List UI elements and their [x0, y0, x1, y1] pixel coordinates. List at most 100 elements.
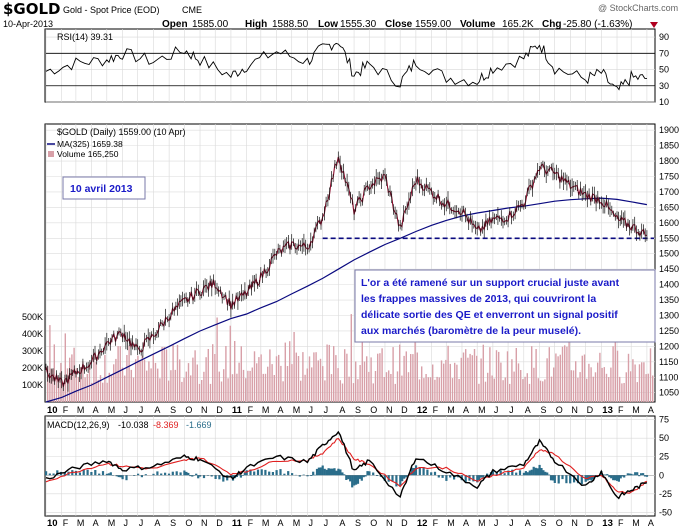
- macd-histogram-bar: [619, 475, 622, 479]
- macd-histogram-bar: [140, 475, 143, 478]
- volume-bar: [280, 365, 282, 402]
- macd-histogram-bar: [353, 475, 356, 486]
- macd-histogram-bar: [534, 467, 537, 476]
- month-tick-label: N: [386, 405, 393, 415]
- volume-bar: [555, 353, 557, 402]
- macd-histogram-bar: [426, 469, 429, 476]
- volume-bar: [293, 332, 295, 402]
- macd-tick-label: -50: [659, 507, 672, 517]
- month-tick-label: A: [278, 518, 284, 528]
- volume-bar: [344, 349, 346, 402]
- macd-histogram-bar: [268, 471, 271, 476]
- volume-bar: [546, 358, 548, 402]
- macd-histogram-bar: [283, 473, 286, 476]
- volume-bar: [579, 372, 581, 402]
- macd-histogram-bar: [368, 471, 371, 476]
- month-tick-label: J: [124, 405, 129, 415]
- volume-bar: [181, 381, 183, 402]
- volume-bar: [163, 347, 165, 402]
- macd-histogram-bar: [121, 475, 124, 480]
- month-tick-label: M: [632, 518, 640, 528]
- macd-histogram-bar: [315, 468, 319, 476]
- volume-bar: [471, 355, 473, 402]
- volume-bar: [399, 344, 401, 402]
- macd-legend-label: MACD(12,26,9): [47, 420, 110, 430]
- volume-bar: [220, 381, 223, 402]
- volume-bar: [249, 370, 251, 402]
- month-tick-label: F: [63, 518, 69, 528]
- volume-bar: [227, 378, 229, 402]
- macd-histogram-bar: [109, 472, 112, 476]
- macd-histogram-bar: [321, 465, 324, 476]
- volume-bar: [278, 354, 280, 402]
- month-tick-label: N: [571, 518, 578, 528]
- volume-bar: [440, 360, 443, 402]
- exchange-label: CME: [182, 5, 202, 15]
- year-tick-label: 10: [47, 518, 58, 529]
- macd-histogram-bar: [197, 475, 200, 479]
- volume-bar: [176, 344, 179, 402]
- month-tick-label: A: [93, 518, 99, 528]
- macd-histogram-bar: [214, 475, 217, 479]
- macd-histogram-bar: [486, 473, 489, 476]
- macd-histogram-bar: [401, 475, 404, 482]
- macd-histogram-bar: [82, 469, 85, 476]
- volume-bar: [236, 373, 238, 402]
- month-tick-label: D: [216, 405, 223, 415]
- volume-bar: [379, 353, 381, 402]
- price-tick-label: 1450: [659, 264, 679, 274]
- month-tick-label: F: [618, 518, 624, 528]
- macd-histogram-bar: [430, 472, 433, 476]
- macd-histogram-bar: [362, 475, 365, 478]
- macd-histogram-bar: [472, 475, 475, 482]
- macd-line: [45, 430, 648, 500]
- volume-tick-label: 200K: [22, 363, 43, 373]
- volume-bar: [401, 375, 403, 402]
- month-tick-label: O: [370, 405, 377, 415]
- macd-legend-macd: -10.038: [118, 420, 149, 430]
- volume-bar: [341, 383, 344, 402]
- month-tick-label: A: [93, 405, 99, 415]
- macd-histogram-bar: [638, 475, 641, 477]
- price-tick-label: 1100: [659, 372, 678, 382]
- macd-histogram-bar: [630, 473, 633, 476]
- price-tick-label: 1250: [659, 326, 679, 336]
- volume-bar: [190, 375, 192, 402]
- macd-histogram-bar: [403, 475, 406, 479]
- macd-histogram-bar: [264, 469, 267, 476]
- price-panel: [44, 123, 656, 403]
- volume-bar: [53, 344, 55, 402]
- signal-line: [45, 437, 648, 494]
- volume-bar: [194, 350, 196, 402]
- price-tick-label: 1350: [659, 295, 679, 305]
- volume-bar: [524, 376, 526, 402]
- volume-bar: [416, 352, 418, 402]
- macd-histogram-bar: [366, 471, 369, 476]
- volume-bar: [328, 344, 330, 402]
- macd-histogram-bar: [302, 474, 305, 476]
- volume-bar: [564, 345, 566, 402]
- volume-bar: [324, 380, 326, 402]
- macd-histogram-bar: [358, 475, 361, 479]
- volume-bar: [115, 358, 117, 402]
- macd-histogram-bar: [243, 472, 246, 476]
- volume-bar: [550, 376, 553, 402]
- volume-bar: [581, 355, 583, 402]
- year-tick-label: 12: [417, 518, 428, 529]
- volume-bar: [62, 383, 64, 402]
- macd-histogram-bar: [590, 475, 593, 481]
- volume-bar: [234, 341, 236, 402]
- volume-bar: [69, 357, 71, 402]
- volume-bar: [207, 349, 209, 402]
- month-tick-label: J: [139, 518, 144, 528]
- macd-histogram-bar: [222, 475, 225, 482]
- chg-value: -25.80 (-1.63%): [563, 19, 632, 30]
- volume-bar: [509, 383, 511, 402]
- volume-bar: [643, 362, 645, 402]
- macd-histogram-bar: [306, 475, 309, 477]
- volume-bar: [482, 344, 484, 402]
- volume-bar: [93, 354, 95, 402]
- month-tick-label: M: [478, 405, 486, 415]
- macd-histogram-bar: [226, 475, 229, 481]
- volume-bar: [458, 379, 460, 402]
